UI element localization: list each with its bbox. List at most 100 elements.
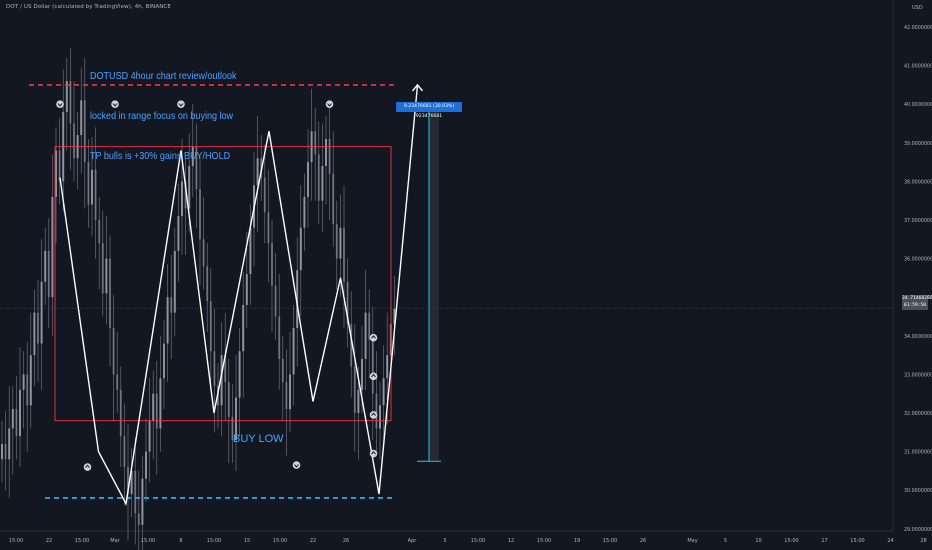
projection-arrowhead (411, 83, 424, 92)
x-tick-label: 15:00 (273, 538, 287, 544)
y-tick-label: 42.00000000 (904, 25, 932, 31)
candle-body (51, 196, 54, 298)
candle-body (371, 339, 374, 394)
candle-body (91, 169, 93, 205)
marker-circle (369, 372, 378, 381)
symbol-header: DOT / US Dollar (calculated by TradingVi… (6, 4, 171, 10)
candle-body (386, 355, 389, 379)
last-price-tag: 34.71468282 01:59:50 (902, 295, 932, 310)
x-tick-label: 22 (310, 538, 316, 544)
candle-body (335, 223, 338, 259)
marker-circle (111, 100, 119, 108)
buy-low-label: BUY LOW (233, 433, 284, 445)
candle-body (148, 420, 151, 452)
x-tick-label: 19 (574, 538, 580, 544)
x-tick-label: 15:00 (471, 538, 485, 544)
marker-circle (83, 463, 92, 471)
markers-layer (56, 100, 378, 471)
note-line: DOTUSD 4hour chart review/outlook (90, 70, 237, 83)
marker-arrow (327, 103, 332, 107)
candle-body (206, 266, 209, 302)
candle-body (19, 389, 21, 437)
x-tick-label: 10 (755, 538, 761, 544)
measure-area (429, 104, 439, 462)
candle-body (332, 173, 335, 224)
levels-layer (0, 84, 893, 499)
candle-body (170, 297, 173, 313)
measure-badge: 9.23476681 (30.03%) 923476681 (396, 102, 462, 119)
marker-arrow (57, 103, 63, 107)
marker-arrow (371, 335, 376, 339)
note-line: locked in range focus on buying low (90, 110, 234, 123)
y-tick-label: 34.00000000 (904, 334, 932, 340)
candle-body (263, 177, 266, 213)
arrow-up-icon (369, 449, 378, 458)
x-tick-label: May (687, 538, 697, 544)
x-tick-label: 15:00 (850, 538, 864, 544)
candle-body (289, 374, 291, 410)
candle-body (281, 358, 284, 383)
projection-layer (59, 83, 424, 506)
candle-body (278, 316, 281, 359)
candle-body (87, 162, 90, 205)
candle-body (343, 227, 345, 282)
x-tick-label: 28 (920, 538, 926, 544)
x-tick-label: 8 (179, 538, 182, 544)
candle-body (346, 281, 349, 325)
candle-body (238, 351, 241, 398)
candle-body (4, 443, 7, 460)
candle-body (58, 150, 61, 182)
candle-body (69, 81, 72, 124)
range-box (54, 146, 392, 422)
y-tick-label: 30.00000000 (904, 488, 932, 494)
x-tick-label: 15:00 (537, 538, 551, 544)
y-tick-label: 37.00000000 (904, 218, 932, 224)
candle-body (202, 239, 205, 267)
candle-body (26, 374, 29, 406)
candle-body (325, 138, 327, 166)
x-tick-label: 15:00 (141, 538, 155, 544)
candle-body (101, 243, 104, 294)
candle-body (137, 513, 140, 525)
candle-body (195, 146, 198, 190)
candle-body (296, 270, 299, 329)
candle-body (299, 227, 302, 271)
x-tick-label: Apr (408, 538, 418, 544)
candle-body (130, 470, 133, 495)
x-tick-label: 15:00 (75, 538, 89, 544)
x-tick-label: 12 (508, 538, 514, 544)
bar-countdown: 01:59:50 (903, 302, 927, 308)
arrow-down-icon (325, 100, 334, 108)
candle-body (353, 366, 356, 413)
candle-body (152, 393, 155, 421)
candle-body (242, 304, 245, 352)
candle-body (44, 250, 47, 282)
x-tick-label: 15:00 (207, 538, 221, 544)
marker-arrow (294, 464, 299, 468)
x-tick-label: 5 (724, 538, 727, 544)
candle-body (245, 274, 248, 305)
candle-body (256, 158, 259, 186)
currency-label: USD (912, 5, 923, 11)
x-tick-label: Mar (110, 538, 120, 544)
candle-body (33, 312, 36, 356)
candle-body (328, 138, 331, 174)
candle-body (123, 436, 126, 468)
x-tick-label: 24 (887, 538, 893, 544)
candle-body (40, 281, 43, 344)
y-tick-label: 41.00000000 (904, 64, 932, 70)
x-tick-label: 26 (343, 538, 349, 544)
candle-body (177, 216, 180, 251)
candle-body (317, 154, 320, 201)
candle-body (29, 355, 32, 406)
x-tick-label: 5 (443, 538, 446, 544)
candle-body (65, 81, 68, 112)
candle-body (181, 181, 183, 217)
candle-body (231, 416, 234, 441)
candle-body (199, 189, 201, 240)
candle-body (209, 301, 212, 352)
candle-body (274, 285, 277, 317)
marker-arrow (371, 373, 376, 378)
candle-body (8, 428, 11, 460)
